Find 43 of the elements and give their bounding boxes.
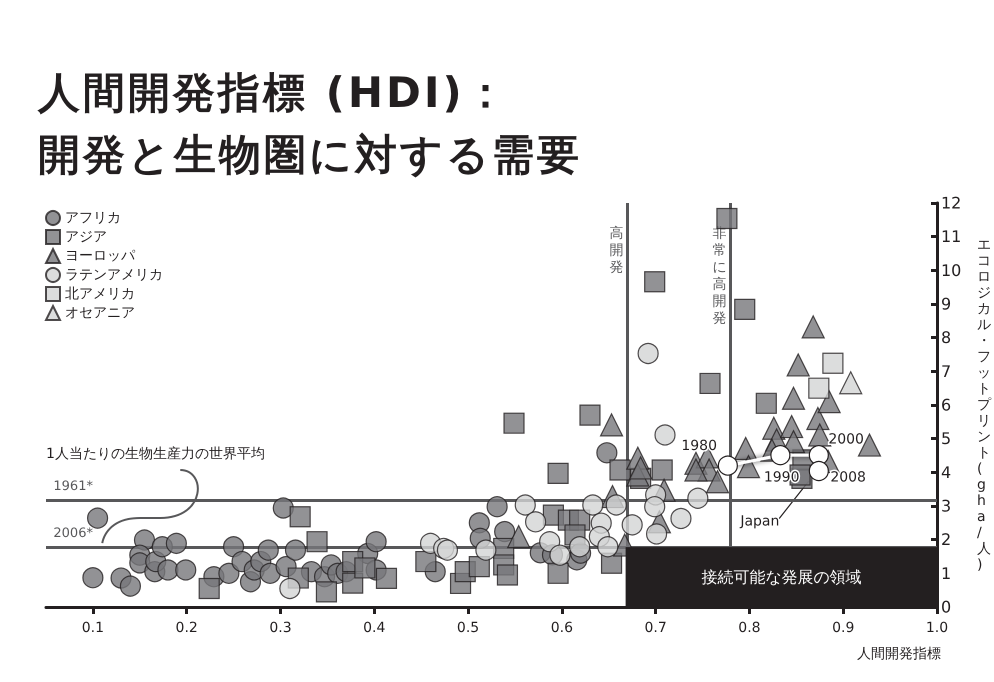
text: Japan (739, 513, 780, 530)
legend-label: アフリカ (65, 210, 121, 226)
x-tick-label: 0.4 (363, 620, 386, 636)
legend-label: オセアニア (65, 305, 135, 321)
annotation: 1961* (53, 478, 94, 494)
x-tick-label: 0.9 (832, 620, 854, 636)
text: エコロジカル・フットプリント(gha/人) (977, 237, 991, 573)
y-tick-label: 4 (941, 462, 952, 482)
y-tick-label: 9 (941, 294, 952, 314)
y-tick-label: 12 (941, 194, 962, 212)
x-tick-label: 0.7 (644, 620, 667, 636)
legend-label: アジア (65, 229, 107, 245)
x-tick-label: 0.6 (550, 620, 574, 636)
ref-line-label: 非常に高開発 (712, 226, 727, 326)
x-axis-title: 人間開発指標 (857, 646, 941, 662)
ref-line-label: 高開発 (609, 226, 624, 276)
y-tick-label: 8 (941, 328, 952, 348)
y-tick-label: 2 (941, 530, 952, 550)
y-tick-label: 10 (941, 260, 962, 280)
legend-label: 北アメリカ (65, 286, 135, 302)
x-tick-label: 0.1 (82, 620, 104, 636)
y-tick-label: 3 (941, 496, 952, 516)
annotation: 1980 (681, 438, 717, 454)
y-tick-label: 11 (941, 227, 962, 246)
annotation: 2006* (53, 526, 94, 542)
annotation: 2000 (828, 432, 864, 448)
x-tick-label: 0.5 (456, 620, 480, 636)
x-tick-label: 0.3 (269, 620, 292, 636)
x-tick-label: 1.0 (926, 620, 948, 636)
legend-label: ヨーロッパ (65, 248, 136, 264)
x-tick-label: 0.2 (176, 620, 198, 636)
chart-title: 人間開発指標 (HDI)： (38, 67, 510, 119)
annotation: 1人当たりの生物生産力の世界平均 (46, 446, 265, 462)
band-label: 接続可能な発展の領域 (701, 568, 862, 587)
chart-subtitle: 開発と生物圏に対する需要 (38, 129, 582, 181)
x-tick-label: 0.8 (738, 620, 761, 636)
y-tick-label: 6 (941, 396, 952, 414)
y-tick-label: 1 (941, 564, 952, 583)
y-tick-label: 5 (941, 429, 952, 448)
y-tick-label: 7 (941, 362, 952, 381)
annotation: 2008 (830, 469, 866, 486)
y-tick-label: 0 (941, 598, 952, 616)
legend-label: ラテンアメリカ (65, 267, 163, 283)
